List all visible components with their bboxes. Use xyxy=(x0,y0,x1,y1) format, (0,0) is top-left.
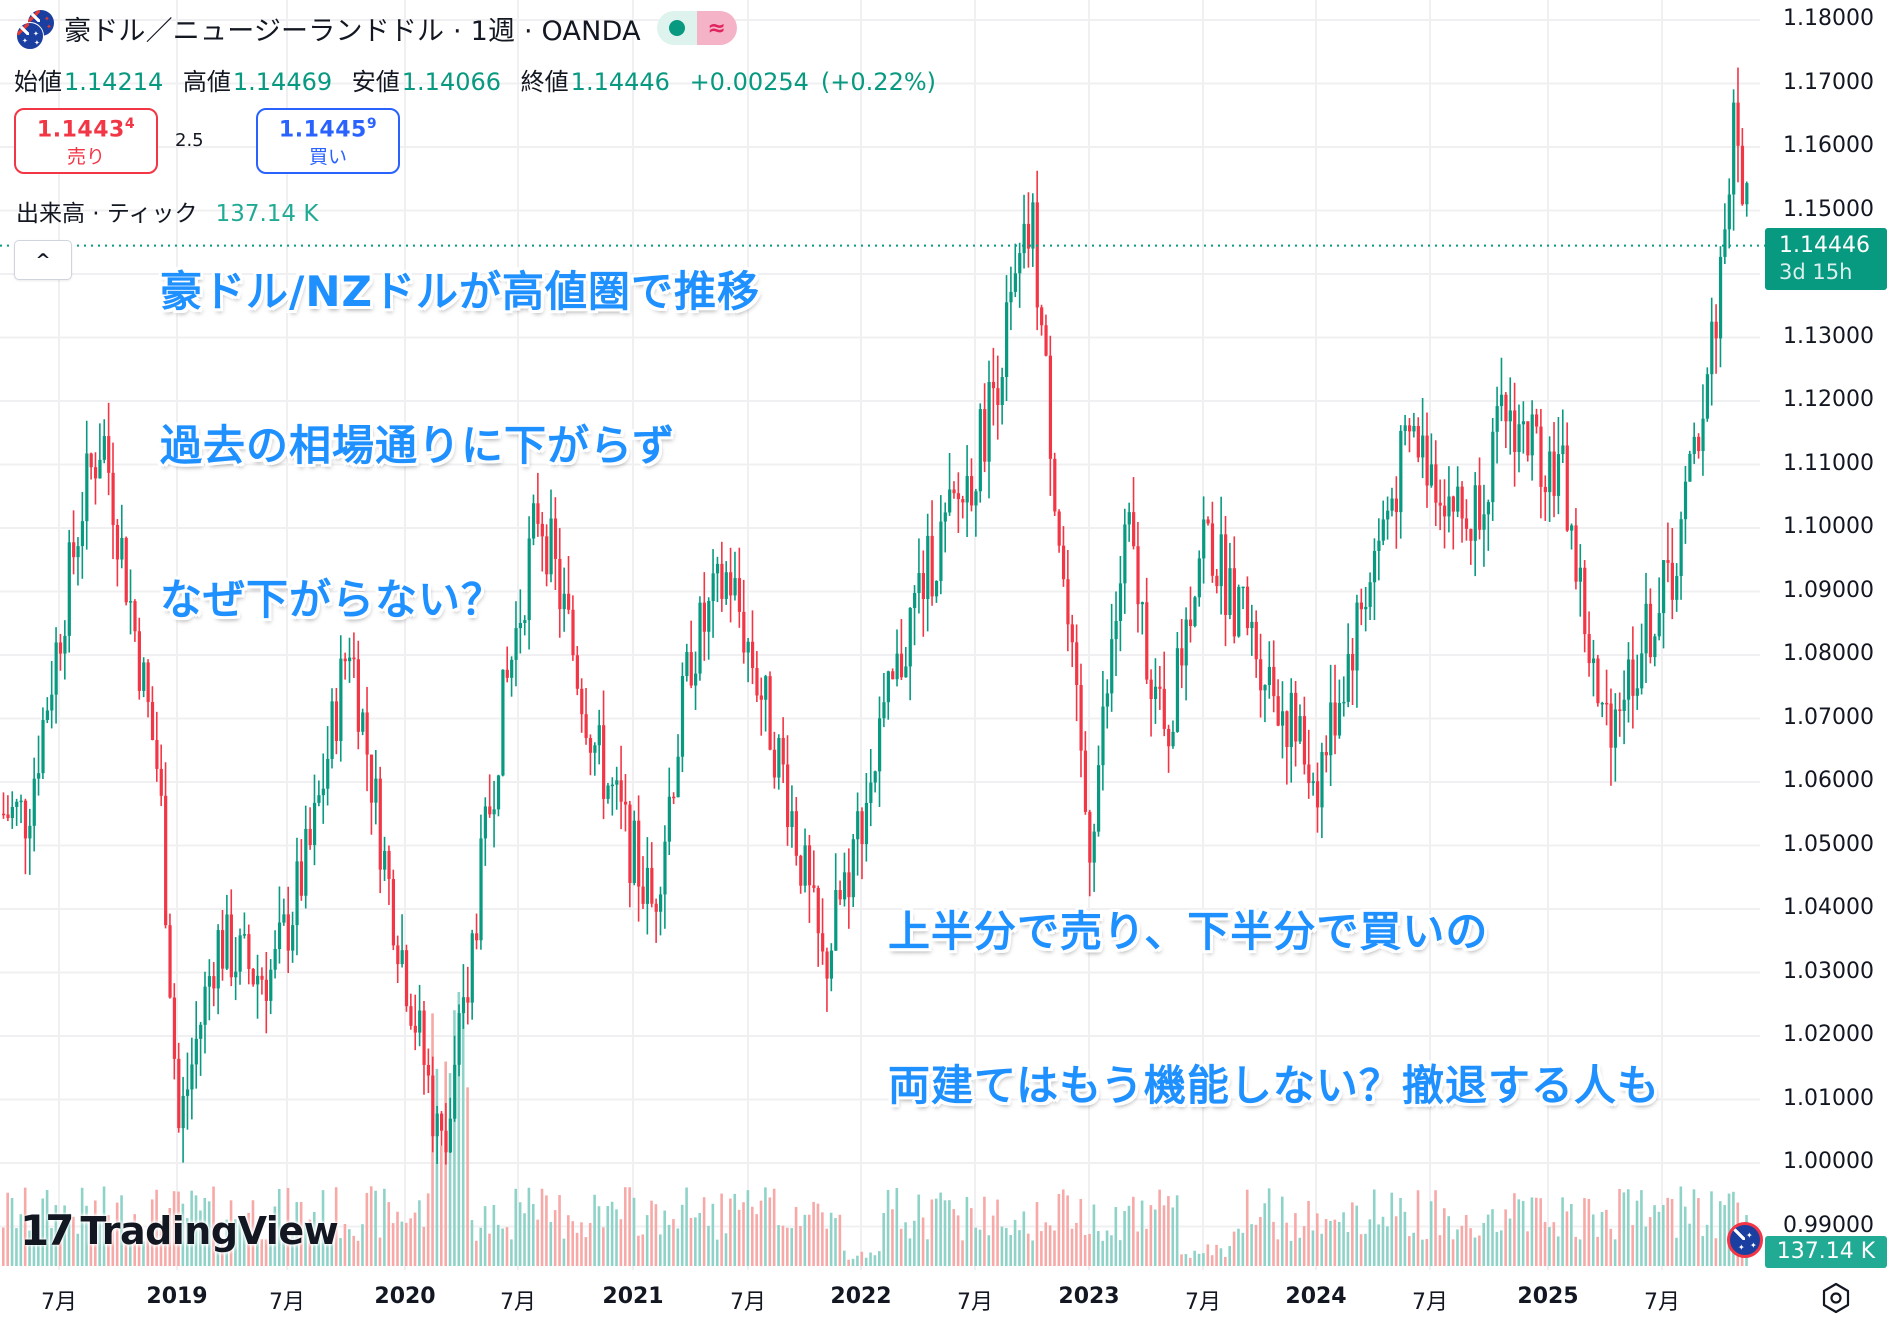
low-label: 安値 xyxy=(351,68,400,96)
low-value: 1.14066 xyxy=(401,68,502,96)
open-label: 始値 xyxy=(14,68,62,96)
time-axis-label: 7月 xyxy=(1412,1290,1448,1315)
time-axis-label: 2019 xyxy=(146,1284,208,1309)
time-axis-label: 7月 xyxy=(41,1290,77,1315)
price-axis-label: 1.06000 xyxy=(1783,768,1874,793)
tradingview-wordmark: TradingView xyxy=(80,1208,339,1253)
price-axis-label: 0.99000 xyxy=(1783,1212,1874,1238)
price-axis-label: 1.09000 xyxy=(1783,577,1874,603)
annotation-text: 豪ドル/NZドルが高値圏で推移 xyxy=(160,267,760,316)
high-label: 高値 xyxy=(182,68,231,96)
settings-icon[interactable] xyxy=(1820,1282,1852,1314)
price-axis-label: 1.10000 xyxy=(1783,514,1874,539)
price-axis-label: 1.18000 xyxy=(1783,6,1874,31)
market-status-pill[interactable]: ≈ xyxy=(656,11,737,45)
symbol-title[interactable]: 豪ドル／ニュージーランドドル · 1週 · OANDA xyxy=(64,15,641,47)
buy-price-pip: 9 xyxy=(366,116,378,132)
new-zealand-flag-icon: ✦ ✦ xyxy=(28,10,54,36)
price-axis-label: 1.00000 xyxy=(1783,1149,1874,1174)
price-axis-label: 1.12000 xyxy=(1783,387,1874,412)
high-value: 1.14469 xyxy=(232,68,333,96)
sell-button[interactable]: 1.14434 売り xyxy=(14,108,158,174)
price-axis-label: 1.11000 xyxy=(1783,450,1874,476)
time-axis-label: 7月 xyxy=(957,1290,993,1315)
price-axis-label: 1.05000 xyxy=(1783,831,1874,857)
current-price-tag: 1.14446 3d 15h xyxy=(1765,228,1887,290)
price-axis-label: 1.04000 xyxy=(1783,895,1874,920)
price-axis-label: 1.15000 xyxy=(1783,196,1874,222)
change-value: +0.00254 xyxy=(689,68,809,96)
australia-flag-icon: ✦ ✦ ✦ xyxy=(16,22,44,50)
time-axis-label: 7月 xyxy=(500,1290,536,1315)
annotation-text: 過去の相場通りに下がらず xyxy=(160,421,676,470)
price-axis-label: 1.17000 xyxy=(1783,69,1874,95)
currency-pair-flags: ✦ ✦ ✦ ✦ ✦ xyxy=(14,8,54,50)
buy-label: 買い xyxy=(308,146,347,169)
spread-value: 2.5 xyxy=(175,130,204,151)
market-open-dot-icon xyxy=(656,11,697,45)
chevron-up-icon: ^ xyxy=(35,249,51,271)
annotation-text: なぜ下がらない？ xyxy=(160,575,505,624)
time-axis-label: 2023 xyxy=(1058,1284,1120,1309)
bar-countdown: 3d 15h xyxy=(1779,260,1853,284)
price-axis-label: 1.01000 xyxy=(1783,1085,1874,1111)
time-axis-label: 7月 xyxy=(269,1290,305,1315)
open-value: 1.14214 xyxy=(64,68,164,96)
time-axis-label: 2020 xyxy=(374,1284,436,1309)
volume-label: 出来高 · ティック xyxy=(16,201,198,227)
annotation-text: 上半分で売り、下半分で買いの xyxy=(888,907,1489,956)
sell-price-pip: 4 xyxy=(124,116,136,132)
price-axis-label: 1.03000 xyxy=(1783,958,1874,984)
sell-label: 売り xyxy=(66,146,105,169)
volume-legend[interactable]: 出来高 · ティック 137.14 K xyxy=(16,194,318,228)
tradingview-logo[interactable]: 17 TradingView xyxy=(20,1206,339,1255)
data-delay-wave-icon: ≈ xyxy=(696,11,737,45)
collapse-legend-button[interactable]: ^ xyxy=(14,240,72,280)
time-axis-label: 7月 xyxy=(1185,1290,1221,1315)
australia-event-marker-icon[interactable]: ✦ ✦ ✦ xyxy=(1727,1222,1763,1258)
close-value: 1.14446 xyxy=(570,68,670,96)
time-axis-label: 7月 xyxy=(1644,1290,1680,1315)
time-axis-label: 2025 xyxy=(1517,1284,1579,1309)
symbol-header: ✦ ✦ ✦ ✦ ✦ 豪ドル／ニュージーランドドル · 1週 · OANDA ≈ xyxy=(14,8,737,50)
price-axis-label: 1.07000 xyxy=(1783,704,1874,730)
sell-price: 1.1443 xyxy=(36,117,125,143)
change-percent: (+0.22%) xyxy=(820,68,936,96)
price-axis-label: 1.13000 xyxy=(1783,323,1874,349)
time-axis-label: 7月 xyxy=(730,1290,766,1315)
tradingview-mark-icon: 17 xyxy=(20,1206,74,1255)
time-axis-label: 2021 xyxy=(602,1284,664,1309)
time-axis-label: 2024 xyxy=(1285,1284,1347,1309)
buy-button[interactable]: 1.14459 買い xyxy=(256,108,400,174)
current-price: 1.14446 xyxy=(1779,233,1870,258)
volume-price-tag: 137.14 K xyxy=(1765,1236,1887,1268)
volume-value: 137.14 K xyxy=(215,201,319,227)
buy-price: 1.1445 xyxy=(278,117,367,143)
time-axis-label: 2022 xyxy=(830,1284,892,1309)
ohlc-legend: 始値1.14214 高値1.14469 安値1.14066 終値1.14446 … xyxy=(14,62,948,97)
close-label: 終値 xyxy=(520,68,569,96)
price-axis-label: 1.08000 xyxy=(1783,641,1874,666)
price-axis-label: 1.02000 xyxy=(1783,1022,1874,1047)
annotation-text: 両建てはもう機能しない？撤退する人も xyxy=(888,1061,1660,1110)
price-axis-label: 1.16000 xyxy=(1783,133,1874,158)
